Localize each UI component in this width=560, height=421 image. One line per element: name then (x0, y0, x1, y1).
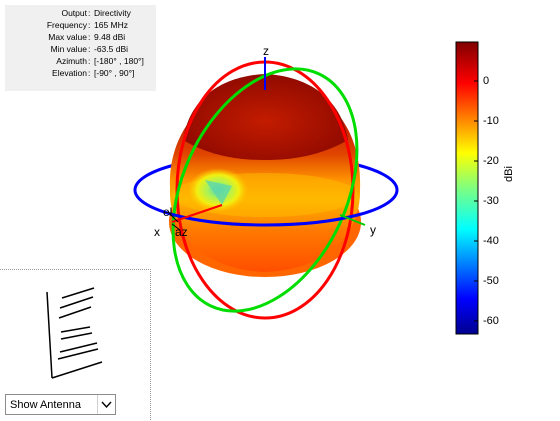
info-value: [-90° , 90°] (94, 68, 135, 78)
antenna-view-select[interactable]: Show Antenna (5, 394, 116, 415)
info-value: Directivity (94, 8, 131, 18)
info-row-min-value: Min value : -63.5 dBi (5, 43, 156, 55)
colorbar-unit-label: dBi (503, 166, 515, 182)
info-key: Azimuth (56, 56, 87, 66)
el-axis-marker (167, 211, 179, 223)
info-separator: : (88, 56, 91, 66)
y-axis (339, 214, 366, 226)
info-separator: : (88, 32, 91, 42)
info-value: -63.5 dBi (94, 44, 129, 54)
info-key: Min value (50, 44, 87, 54)
pattern-null-core (205, 180, 232, 205)
colorbar-tick-label: -60 (483, 315, 499, 327)
info-value: 9.48 dBi (94, 32, 126, 42)
info-separator: : (88, 8, 91, 18)
pattern-top-lobe (183, 74, 348, 160)
antenna-geometry-icon (46, 287, 103, 379)
az-axis-label: az (175, 225, 188, 239)
info-row-elevation: Elevation : [-90° , 90°] (5, 67, 156, 79)
info-key: Output (61, 8, 87, 18)
pattern-info-panel: Output : Directivity Frequency : 165 MHz… (5, 5, 156, 91)
colorbar-tick-label: 0 (483, 75, 490, 87)
info-separator: : (88, 68, 91, 78)
el-axis-label: el (163, 205, 173, 219)
info-row-frequency: Frequency : 165 MHz (5, 19, 156, 31)
az-axis-marker (171, 223, 181, 231)
colorbar-gradient (455, 41, 479, 335)
info-separator: : (88, 20, 91, 30)
colorbar-tick-label: -10 (483, 115, 499, 127)
colorbar (455, 41, 479, 335)
info-row-azimuth: Azimuth : [-180° , 180°] (5, 55, 156, 67)
z-axis-label: z (263, 44, 269, 58)
x-axis (171, 204, 223, 223)
info-key: Elevation (52, 68, 87, 78)
info-value: [-180° , 180°] (94, 56, 144, 66)
info-row-max-value: Max value : 9.48 dBi (5, 31, 156, 43)
y-axis-label: y (370, 223, 376, 237)
info-value: 165 MHz (94, 20, 129, 30)
antenna-preview-panel[interactable] (0, 269, 151, 420)
x-axis-label: x (154, 225, 160, 239)
info-row-output: Output : Directivity (5, 7, 156, 19)
colorbar-tick-label: -20 (483, 155, 499, 167)
colorbar-tick-label: -40 (483, 235, 499, 247)
chevron-down-icon[interactable] (97, 395, 115, 414)
colorbar-tick-label: -50 (483, 275, 499, 287)
azimuth-ring-front (133, 189, 399, 227)
antenna-view-select-value: Show Antenna (10, 399, 81, 411)
info-separator: : (88, 44, 91, 54)
info-key: Frequency (46, 20, 87, 30)
info-key: Max value (48, 32, 87, 42)
colorbar-tick-label: -30 (483, 195, 499, 207)
elevation-ring-yz (171, 67, 359, 313)
